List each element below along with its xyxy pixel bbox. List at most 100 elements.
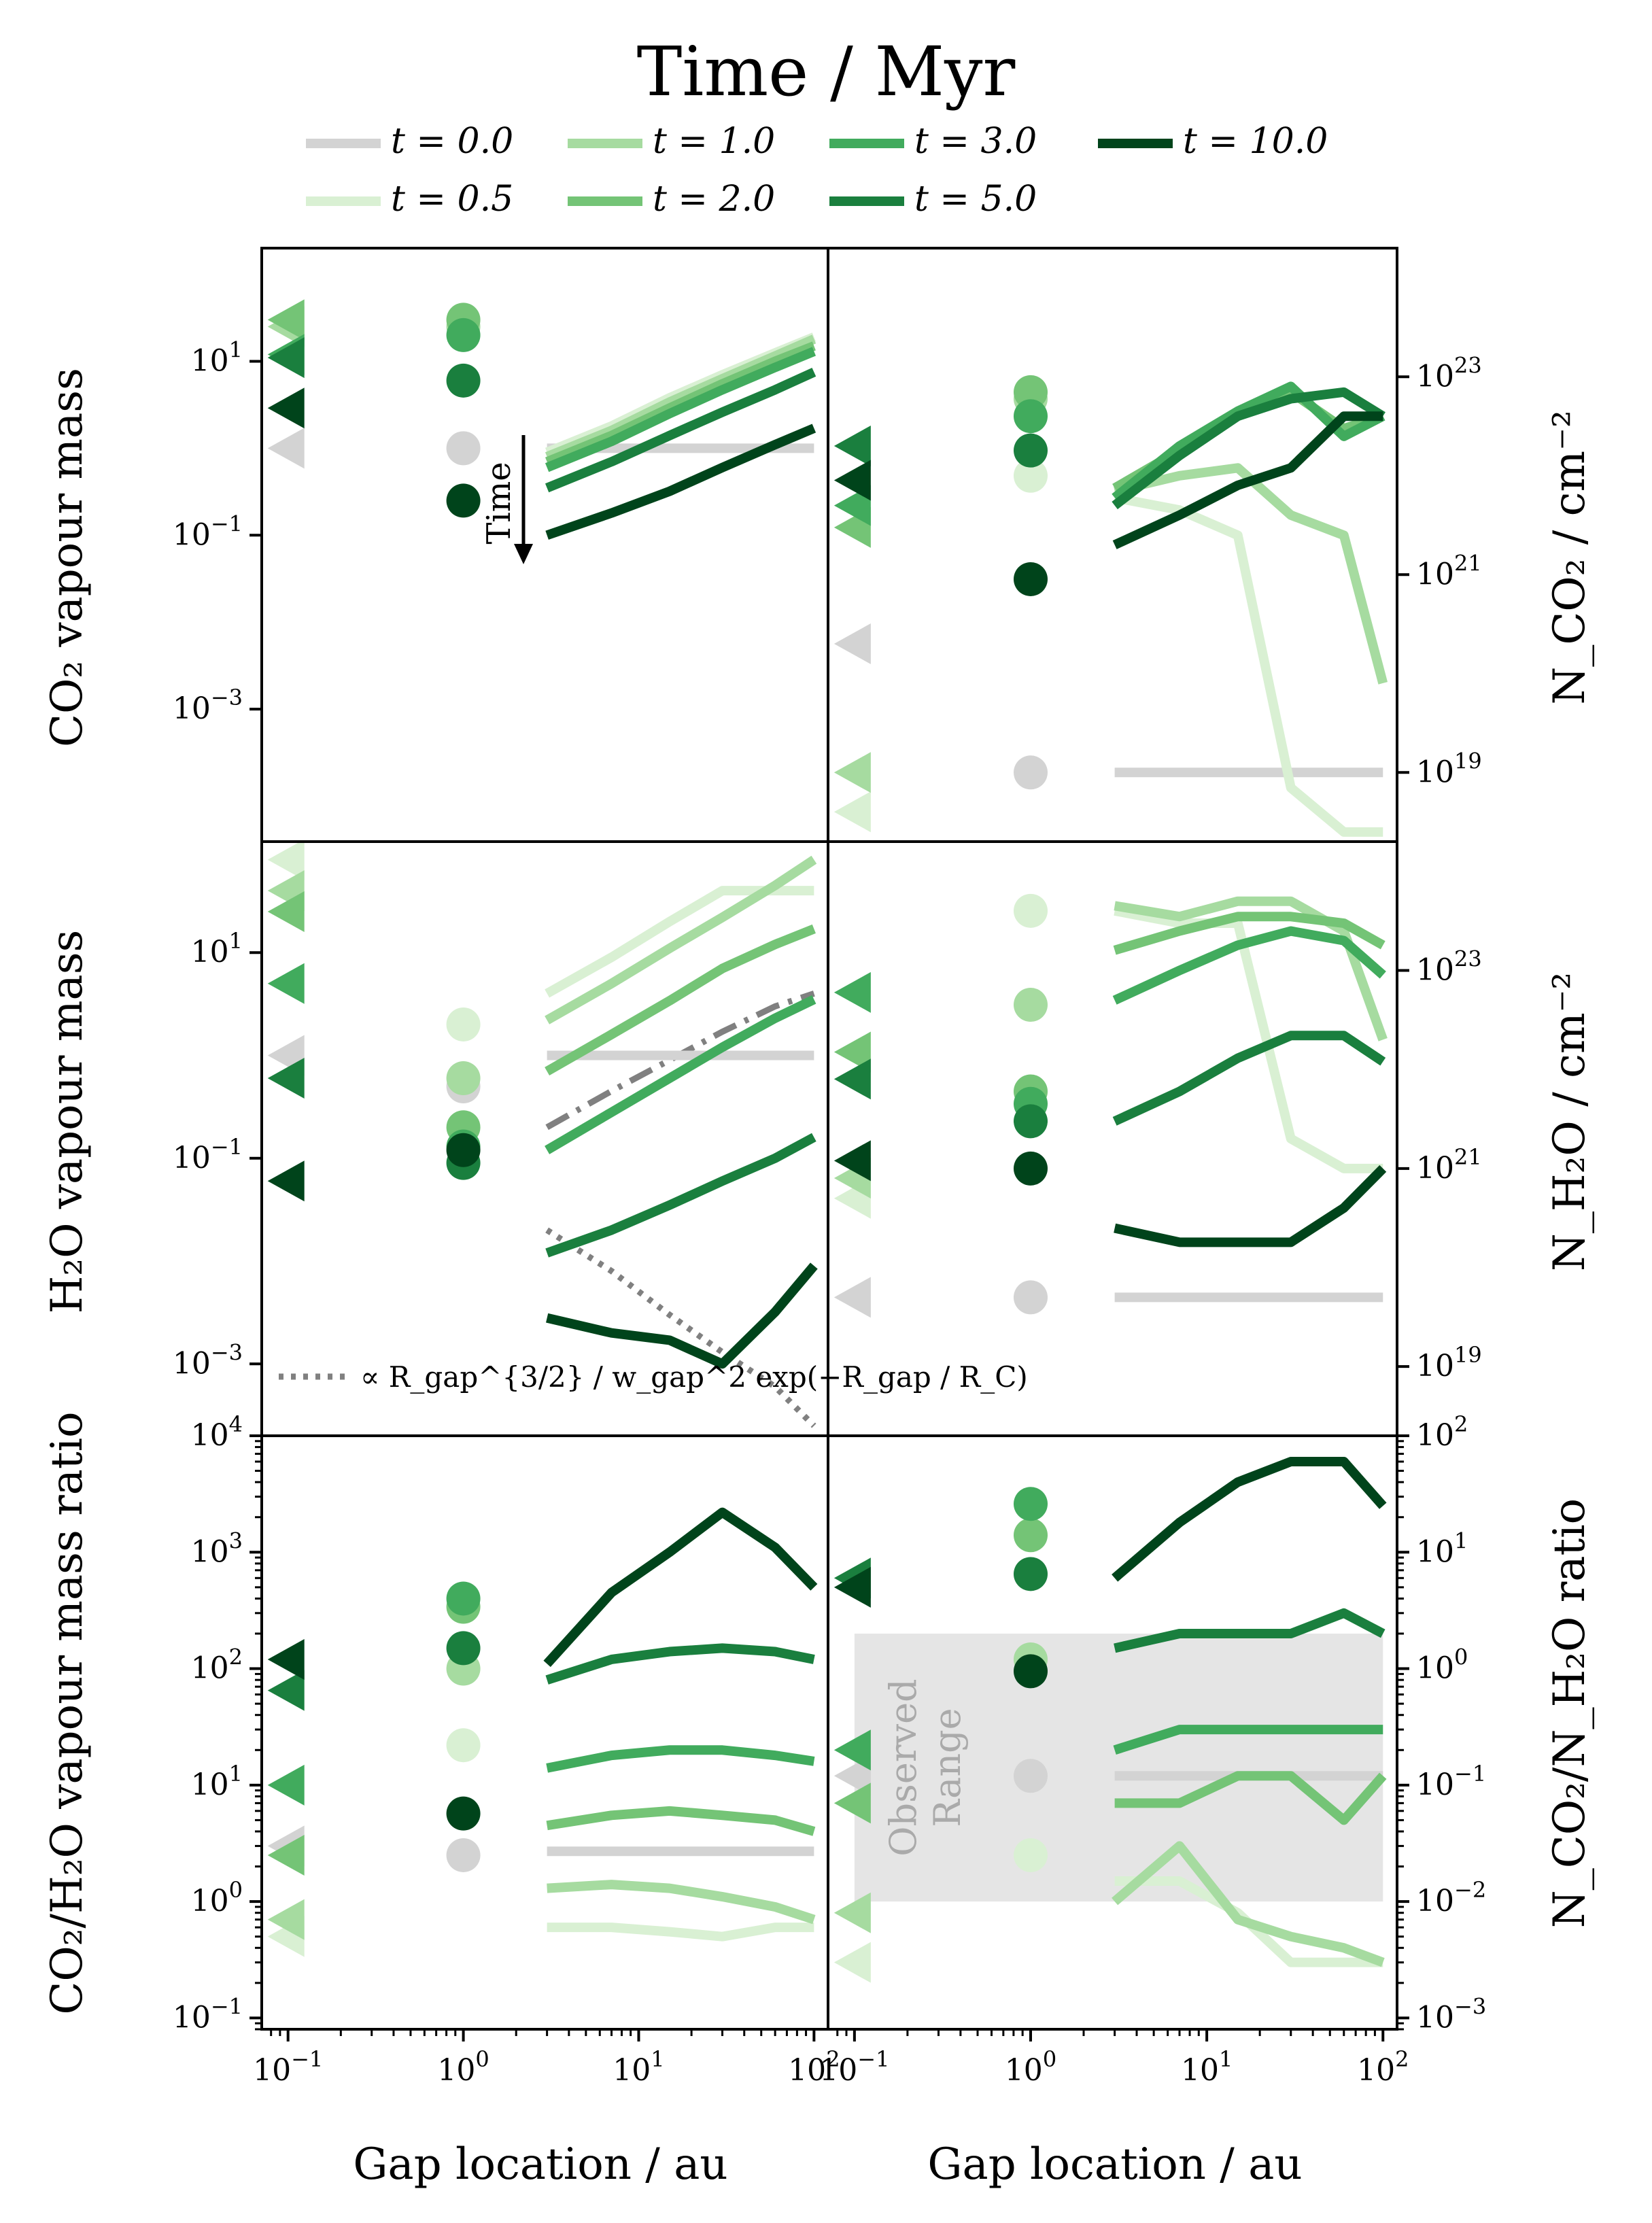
tick-exponent: −3 [211,1339,243,1365]
series-line-t5.0 [545,1133,816,1258]
y-tick-label: 10−3 [1416,1993,1486,2035]
y-tick-label: 1023 [1416,946,1482,988]
formula-annotation: ∝ R_gap^{3/2} / w_gap^2 exp(−R_gap / R_C… [360,1360,1028,1394]
series-line-t0.5 [545,886,814,998]
marker-circle-t2.0 [1014,375,1048,409]
series-line-t1.0 [1114,463,1388,685]
y-tick-label: 10−1 [173,1134,243,1175]
marker-circle-t10.0 [1014,1654,1048,1689]
marker-triangle-t1.0 [267,1899,305,1940]
series-line-t5.0 [1114,1608,1386,1653]
x-axis-label-left: Gap location / au [353,2139,727,2190]
series-line-t3.0 [545,995,816,1154]
panel-content [267,299,816,540]
y-tick-label: 10−1 [173,511,243,552]
tick-exponent: −1 [1454,1761,1486,1787]
series-line-t1.0 [547,1880,816,1925]
marker-triangle-t10.0 [267,1160,305,1202]
tick-exponent: 2 [1395,2046,1409,2072]
x-tick-label: 100 [1005,2046,1056,2088]
tick-exponent: 23 [1454,946,1482,972]
tick-exponent: 4 [229,1411,243,1437]
marker-circle-t10.0 [1014,1151,1048,1186]
y-tick-label: 10−3 [173,685,243,726]
marker-circle-t5.0 [1014,433,1048,468]
y-tick-label: 10−1 [173,1993,243,2035]
legend-label: t = 10.0 [1183,121,1328,162]
marker-triangle-t2.0 [833,1031,871,1073]
tick-exponent: 21 [1454,550,1482,576]
marker-triangle-t0.5 [833,1942,871,1983]
series-line-t2.0 [545,924,816,1076]
y-tick-label: 1019 [1416,748,1482,789]
series-line-t0.5 [1114,906,1383,1173]
series-line-t3.0 [546,1745,815,1773]
series-line-t5.0 [545,368,816,493]
tick-exponent: 1 [229,337,243,362]
series-line-t3.0 [1113,1725,1383,1755]
tick-exponent: 0 [1454,1644,1468,1670]
series-line-t10.0 [543,1507,818,1668]
marker-circle-t0.5 [1014,1838,1048,1872]
y-tick-label: 100 [1416,1644,1468,1686]
panel-content [833,893,1388,1318]
marker-circle-t0.0 [1014,1280,1048,1315]
y-tick-label: 102 [191,1644,243,1686]
y-axis-label-column-ratio: N_CO₂/N_H₂O ratio [1545,1498,1595,1928]
marker-triangle-t1.0 [833,1892,871,1933]
y-tick-label: 101 [1416,1528,1468,1569]
tick-exponent: −3 [1454,1993,1486,2019]
tick-exponent: 0 [229,1877,243,1903]
legend: t = 0.0 t = 0.5 t = 1.0 t = 3.0 t = 10.0 t = … [306,121,1328,220]
legend-label: t = 1.0 [653,121,775,162]
marker-triangle-t0.0 [833,623,871,664]
marker-triangle-t10.0 [267,1638,305,1680]
marker-triangle-t3.0 [833,1729,871,1771]
marker-circle-t0.5 [1014,458,1048,493]
panel-frame [260,247,829,843]
observed-range-label: Range [926,1708,969,1827]
panel-content [833,375,1388,837]
series-line-t10.0 [546,1262,818,1369]
panel-content [267,1507,818,1957]
marker-circle-t1.0 [446,1061,481,1096]
marker-triangle-t0.5 [267,842,305,880]
observed-range-label: Observed [882,1678,925,1856]
time-arrow-head [514,544,533,564]
series-line-t2.0 [545,341,816,466]
series-line-t3.0 [1112,381,1386,502]
tick-exponent: −1 [211,1134,243,1160]
marker-circle-t10.0 [1014,562,1048,596]
observed-range-region [854,1634,1383,1902]
y-tick-label: 10−2 [1416,1877,1486,1918]
y-tick-label: 101 [191,928,243,969]
legend-label: t = 2.0 [653,179,775,220]
tick-exponent: 21 [1454,1144,1482,1170]
marker-triangle-t3.0 [267,1764,305,1806]
marker-triangle-t3.0 [267,963,305,1004]
series-line-t10.0 [1114,1165,1387,1247]
x-tick-label: 102 [1357,2046,1409,2088]
x-tick-label: 101 [613,2046,664,2088]
y-tick-label: 1023 [1416,352,1482,394]
panel-h2o-column: 1023 1021 1019 [827,840,1482,1437]
x-tick-label: 101 [1181,2046,1233,2088]
marker-circle-t5.0 [446,363,481,398]
legend-label: t = 5.0 [914,179,1037,220]
marker-triangle-t0.0 [833,1277,871,1318]
series-line-t0.5 [1114,493,1383,837]
panel-frame [827,1434,1398,2031]
y-axis-label-co2-mass: CO₂ vapour mass [42,368,92,747]
marker-circle-t10.0 [446,1133,481,1167]
marker-triangle-t5.0 [267,1058,305,1099]
y-tick-label: 1019 [1416,1342,1482,1383]
legend-label: t = 0.0 [391,121,513,162]
marker-circle-t0.5 [446,1728,481,1763]
y-tick-label: 1021 [1416,1144,1482,1186]
panel-content [267,842,818,1428]
legend-label: t = 3.0 [914,121,1037,162]
y-tick-label: 102 [1416,1411,1468,1453]
series-line-t1.0 [545,855,817,1024]
tick-exponent: 1 [1454,1528,1468,1553]
